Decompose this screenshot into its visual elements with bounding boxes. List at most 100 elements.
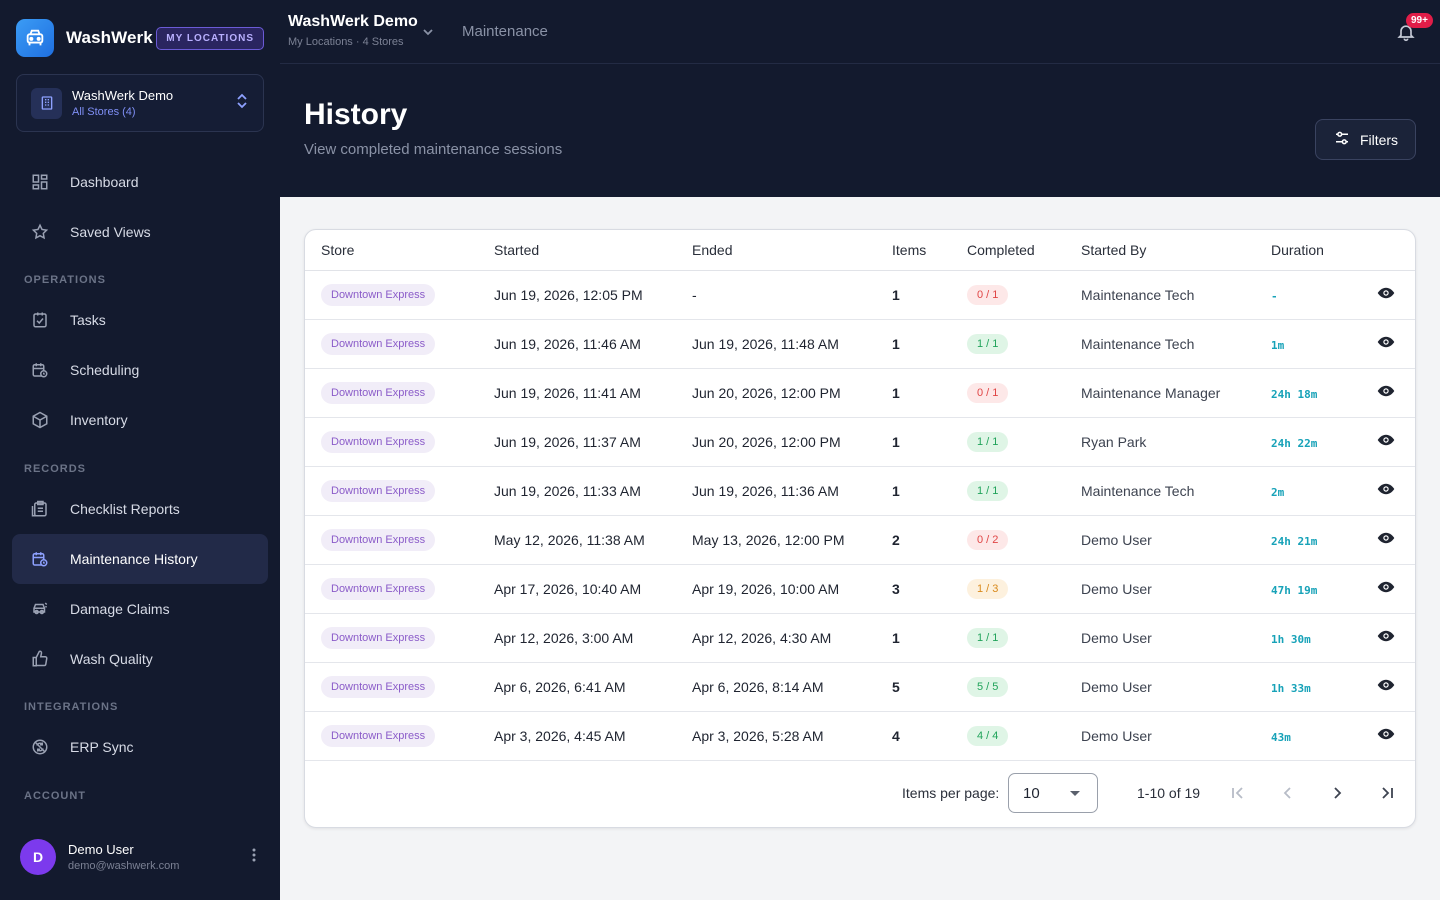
actions-cell — [1355, 515, 1415, 565]
workspace-title[interactable]: WashWerk Demo — [288, 13, 418, 30]
store-cell: Downtown Express — [305, 368, 478, 418]
duration-value: 1h 33m — [1271, 681, 1311, 695]
store-chip: Downtown Express — [321, 283, 436, 306]
column-header-duration[interactable]: Duration — [1255, 230, 1355, 271]
duration-cell: 24h 21m — [1255, 515, 1355, 565]
nav-saved-views-label: Saved Views — [70, 224, 151, 240]
table-row[interactable]: Downtown Express Jun 19, 2026, 12:05 PM -1… — [305, 270, 1415, 320]
items-cell: 3 — [876, 564, 951, 614]
started-by-cell: Demo User — [1065, 711, 1255, 761]
filters-button[interactable]: Filters — [1315, 119, 1416, 160]
duration-cell: 1h 30m — [1255, 613, 1355, 663]
table-row[interactable]: Downtown Express Apr 12, 2026, 3:00 AM Apr… — [305, 613, 1415, 663]
eye-icon[interactable] — [1377, 728, 1395, 746]
brand-row: WashWerk MY LOCATIONS — [16, 19, 264, 57]
duration-value: 43m — [1271, 730, 1291, 744]
next-page-icon[interactable] — [1326, 782, 1348, 804]
nav-damage-claims-label: Damage Claims — [70, 601, 170, 617]
eye-icon[interactable] — [1377, 336, 1395, 354]
store-chip: Downtown Express — [321, 626, 436, 649]
nav-damage-claims[interactable]: Damage Claims — [12, 584, 268, 634]
organization-store-count: All Stores (4) — [72, 106, 136, 118]
pagination: Items per page: 10 1-10 of 19 — [305, 760, 1415, 827]
nav-wash-quality[interactable]: Wash Quality — [12, 634, 268, 684]
column-header-items[interactable]: Items — [876, 230, 951, 271]
eye-icon[interactable] — [1377, 630, 1395, 648]
nav-erp-sync[interactable]: ERP Sync — [12, 722, 268, 772]
duration-cell: 24h 18m — [1255, 368, 1355, 418]
table-row[interactable]: Downtown Express May 12, 2026, 11:38 AM Ma… — [305, 515, 1415, 565]
my-locations-button[interactable]: MY LOCATIONS — [156, 26, 264, 50]
column-header-started-by[interactable]: Started By — [1065, 230, 1255, 271]
items-per-page-select[interactable]: 10 — [1008, 773, 1098, 813]
duration-cell: - — [1255, 270, 1355, 320]
previous-page-icon[interactable] — [1277, 782, 1299, 804]
table-row[interactable]: Downtown Express Jun 19, 2026, 11:33 AM Ju… — [305, 466, 1415, 516]
nav-maintenance-history[interactable]: Maintenance History — [12, 534, 268, 584]
nav-tasks[interactable]: Tasks — [12, 295, 268, 345]
completed-badge: 0 / 1 — [967, 284, 1009, 305]
completed-cell: 5 / 5 — [951, 662, 1065, 712]
last-page-icon[interactable] — [1376, 782, 1398, 804]
column-header-store[interactable]: Store — [305, 230, 478, 271]
organization-switcher[interactable]: WashWerk Demo All Stores (4) — [16, 74, 264, 132]
nav-saved-views[interactable]: Saved Views — [12, 207, 268, 257]
table-row[interactable]: Downtown Express Apr 17, 2026, 10:40 AM Ap… — [305, 564, 1415, 614]
breadcrumb: Maintenance — [462, 23, 548, 40]
table-row[interactable]: Downtown Express Jun 19, 2026, 11:37 AM Ju… — [305, 417, 1415, 467]
started-by-cell: Demo User — [1065, 613, 1255, 663]
items-cell: 1 — [876, 613, 951, 663]
duration-cell: 1m — [1255, 319, 1355, 369]
completed-cell: 1 / 3 — [951, 564, 1065, 614]
completed-badge: 0 / 2 — [967, 529, 1009, 550]
user-profile[interactable]: D Demo User demo@washwerk.com — [20, 838, 268, 876]
nav-checklist-reports[interactable]: Checklist Reports — [12, 484, 268, 534]
completed-badge: 5 / 5 — [967, 676, 1009, 697]
eye-icon[interactable] — [1377, 483, 1395, 501]
duration-cell: 2m — [1255, 466, 1355, 516]
table-row[interactable]: Downtown Express Jun 19, 2026, 11:41 AM Ju… — [305, 368, 1415, 418]
section-integrations: INTEGRATIONS — [24, 701, 119, 713]
column-header-ended[interactable]: Ended — [676, 230, 876, 271]
nav-erp-sync-label: ERP Sync — [70, 739, 134, 755]
nav-tasks-label: Tasks — [70, 312, 106, 328]
eye-icon[interactable] — [1377, 581, 1395, 599]
page-title: History — [304, 98, 408, 131]
eye-icon[interactable] — [1377, 434, 1395, 452]
ended-cell: - — [676, 270, 876, 320]
eye-icon[interactable] — [1377, 385, 1395, 403]
started-cell: May 12, 2026, 11:38 AM — [478, 515, 676, 565]
items-cell: 4 — [876, 711, 951, 761]
column-header-started[interactable]: Started — [478, 230, 676, 271]
started-by-cell: Maintenance Tech — [1065, 319, 1255, 369]
sync-icon — [30, 737, 50, 757]
thumbs-up-icon — [30, 649, 50, 669]
eye-icon[interactable] — [1377, 679, 1395, 697]
duration-value: - — [1271, 289, 1278, 303]
first-page-icon[interactable] — [1227, 782, 1249, 804]
eye-icon[interactable] — [1377, 532, 1395, 550]
nav-inventory[interactable]: Inventory — [12, 395, 268, 445]
started-cell: Apr 12, 2026, 3:00 AM — [478, 613, 676, 663]
table-row[interactable]: Downtown Express Apr 6, 2026, 6:41 AM Apr … — [305, 662, 1415, 712]
store-chip: Downtown Express — [321, 675, 436, 698]
table-row[interactable]: Downtown Express Apr 3, 2026, 4:45 AM Apr … — [305, 711, 1415, 761]
calendar-history-icon — [30, 549, 50, 569]
actions-cell — [1355, 270, 1415, 320]
duration-cell: 24h 22m — [1255, 417, 1355, 467]
table-row[interactable]: Downtown Express Jun 19, 2026, 11:46 AM Ju… — [305, 319, 1415, 369]
ended-cell: Apr 6, 2026, 8:14 AM — [676, 662, 876, 712]
started-by-cell: Maintenance Tech — [1065, 270, 1255, 320]
top-bar: WashWerk Demo My Locations · 4 Stores Ma… — [280, 0, 1440, 64]
more-vertical-icon[interactable] — [252, 848, 256, 867]
chevron-down-icon[interactable] — [422, 25, 434, 43]
eye-icon[interactable] — [1377, 287, 1395, 305]
nav-scheduling[interactable]: Scheduling — [12, 345, 268, 395]
completed-cell: 1 / 1 — [951, 319, 1065, 369]
duration-value: 47h 19m — [1271, 583, 1318, 597]
column-header-completed[interactable]: Completed — [951, 230, 1065, 271]
nav-dashboard[interactable]: Dashboard — [12, 157, 268, 207]
started-cell: Jun 19, 2026, 11:46 AM — [478, 319, 676, 369]
dropdown-caret-icon — [1070, 791, 1080, 796]
nav-scheduling-label: Scheduling — [70, 362, 140, 378]
